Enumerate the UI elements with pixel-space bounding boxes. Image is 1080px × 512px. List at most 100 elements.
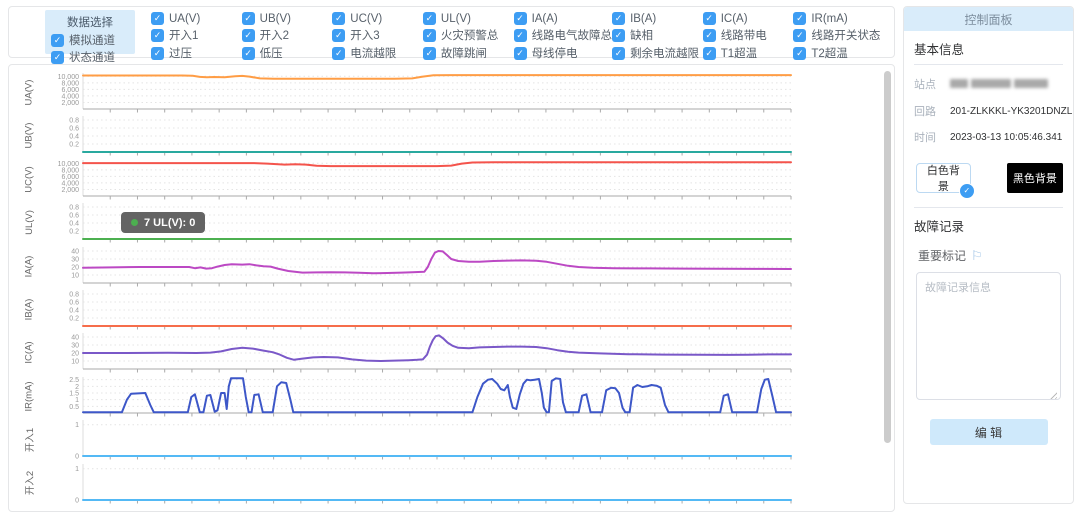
checkbox-label: 线路带电 (720, 30, 767, 42)
data-select-toolbar: 数据选择 ✓ 模拟通道 ✓ 状态通道 ✓ UA(V) ✓ 开入1 ✓ 过压 ✓ UB(V) ✓ 开入2 ✓… (8, 6, 895, 64)
checkbox-UB(V)[interactable]: ✓ UB(V) (241, 12, 333, 25)
checkbox-低压[interactable]: ✓ 低压 (241, 45, 333, 61)
chart-row-IC: IC(A) 40 30 20 10 (17, 331, 894, 374)
checkbox-IR(mA)[interactable]: ✓ IR(mA) (793, 12, 884, 25)
chart-plot-KAI1[interactable]: 10 (41, 418, 801, 461)
chart-row-UB: UB(V) 0.8 0.6 0.4 0.2 (17, 114, 894, 157)
svg-text:20: 20 (71, 351, 79, 358)
checkbox-column: ✓ IB(A) ✓ 缺相 ✓ 剩余电流越限 (612, 11, 703, 60)
checkbox-火灾预警总[interactable]: ✓ 火灾预警总 (422, 27, 514, 43)
checkbox-label: T1超温 (720, 48, 758, 60)
svg-text:6,000: 6,000 (61, 174, 79, 181)
checkbox-线路开关状态[interactable]: ✓ 线路开关状态 (793, 27, 884, 43)
chart-plot-IR[interactable]: 2.521.510.5 (41, 375, 801, 418)
checkbox-label: 故障跳闸 (440, 48, 487, 60)
svg-text:0.6: 0.6 (69, 126, 79, 133)
checkbox-IC(A)[interactable]: ✓ IC(A) (702, 12, 794, 25)
checkbox-column: ✓ IC(A) ✓ 线路带电 ✓ T1超温 (702, 11, 794, 60)
svg-text:30: 30 (71, 343, 79, 350)
checkbox-checked-icon: ✓ (151, 28, 164, 42)
chart-plot-KAI2[interactable]: 10 (41, 462, 801, 505)
important-mark-row[interactable]: 重要标记 ⚐ (918, 247, 1063, 264)
checkbox-开入3[interactable]: ✓ 开入3 (332, 27, 423, 43)
checkbox-label: 模拟通道 (69, 35, 115, 47)
data-select-legend: 数据选择 ✓ 模拟通道 ✓ 状态通道 (45, 10, 135, 64)
checkbox-label: 线路电气故障总 (531, 30, 613, 42)
edit-button[interactable]: 编 辑 (929, 419, 1048, 445)
info-value: 2023-03-13 10:05:46.341 (950, 131, 1063, 143)
svg-text:2,000: 2,000 (61, 100, 79, 107)
white-background-button[interactable]: 白色背景 ✓ (916, 163, 975, 199)
info-label: 回路 (914, 106, 936, 118)
checkbox-电流越限[interactable]: ✓ 电流越限 (332, 45, 423, 61)
svg-text:6,000: 6,000 (61, 87, 79, 94)
checkbox-label: 剩余电流越限 (630, 48, 700, 60)
checkbox-缺相[interactable]: ✓ 缺相 (612, 27, 703, 43)
checkbox-label: IC(A) (720, 12, 748, 25)
checkbox-模拟通道[interactable]: ✓ 模拟通道 (51, 32, 129, 48)
chart-row-IA: IA(A) 40 30 20 10 (17, 245, 894, 288)
checkbox-过压[interactable]: ✓ 过压 (151, 45, 242, 61)
checkbox-UA(V)[interactable]: ✓ UA(V) (151, 12, 242, 25)
checkbox-开入1[interactable]: ✓ 开入1 (151, 27, 242, 43)
checkbox-label: 开入1 (169, 30, 199, 42)
chart-ylabel-UB: UB(V) (23, 122, 35, 149)
checkbox-UC(V)[interactable]: ✓ UC(V) (332, 12, 423, 25)
checkbox-label: 低压 (259, 48, 283, 60)
resize-grip-icon[interactable] (1048, 390, 1057, 399)
checkbox-label: UB(V) (259, 12, 291, 25)
svg-text:1.5: 1.5 (69, 390, 79, 397)
fault-record-textarea[interactable] (916, 272, 1061, 400)
checkbox-label: IB(A) (630, 12, 657, 25)
checkbox-T1超温[interactable]: ✓ T1超温 (702, 45, 794, 61)
svg-text:0.2: 0.2 (69, 142, 79, 149)
checkbox-IA(A)[interactable]: ✓ IA(A) (513, 12, 613, 25)
checkbox-checked-icon: ✓ (51, 33, 64, 47)
checkbox-状态通道[interactable]: ✓ 状态通道 (51, 49, 129, 65)
checkbox-checked-icon: ✓ (332, 12, 346, 25)
fault-record-section: 故障记录 重要标记 ⚐ 编 辑 (914, 207, 1063, 445)
checkbox-IB(A)[interactable]: ✓ IB(A) (612, 12, 703, 25)
svg-text:0.6: 0.6 (69, 213, 79, 220)
fault-textarea-wrap (916, 272, 1061, 405)
checkbox-剩余电流越限[interactable]: ✓ 剩余电流越限 (612, 45, 703, 61)
svg-text:10,000: 10,000 (58, 161, 80, 168)
checkbox-label: 状态通道 (69, 52, 115, 64)
svg-text:40: 40 (71, 335, 79, 342)
svg-text:0: 0 (75, 454, 79, 461)
chart-plot-UB[interactable]: 0.80.60.40.2 (41, 114, 801, 157)
checkbox-开入2[interactable]: ✓ 开入2 (241, 27, 333, 43)
checkbox-checked-icon: ✓ (702, 28, 716, 42)
checkbox-母线停电[interactable]: ✓ 母线停电 (513, 45, 613, 61)
checkbox-故障跳闸[interactable]: ✓ 故障跳闸 (422, 45, 514, 61)
info-value: 201-ZLKKKL-YK3201DNZL (950, 105, 1073, 117)
selected-check-icon: ✓ (958, 183, 975, 199)
black-background-label: 黑色背景 (1012, 173, 1057, 185)
checkbox-label: 开入3 (350, 30, 380, 42)
checkbox-UL(V)[interactable]: ✓ UL(V) (422, 12, 514, 25)
svg-text:2.5: 2.5 (69, 377, 79, 384)
checkbox-线路电气故障总[interactable]: ✓ 线路电气故障总 (513, 27, 613, 43)
chart-plot-IB[interactable]: 0.80.60.40.2 (41, 288, 801, 331)
svg-text:40: 40 (71, 248, 79, 255)
checkbox-checked-icon: ✓ (513, 46, 527, 60)
black-background-button[interactable]: 黑色背景 (1006, 163, 1063, 193)
svg-text:0: 0 (75, 497, 79, 504)
checkbox-column: ✓ UL(V) ✓ 火灾预警总 ✓ 故障跳闸 (422, 11, 514, 60)
white-background-label: 白色背景 (926, 165, 960, 193)
svg-text:4,000: 4,000 (61, 93, 79, 100)
vertical-scrollbar[interactable] (884, 71, 891, 443)
checkbox-线路带电[interactable]: ✓ 线路带电 (702, 27, 794, 43)
checkbox-label: IR(mA) (811, 12, 848, 25)
checkbox-checked-icon: ✓ (151, 12, 164, 25)
background-buttons: 白色背景 ✓ 黑色背景 (916, 163, 1063, 199)
svg-text:10: 10 (71, 359, 79, 366)
checkbox-checked-icon: ✓ (702, 46, 716, 60)
checkbox-T2超温[interactable]: ✓ T2超温 (793, 45, 884, 61)
checkbox-checked-icon: ✓ (612, 46, 626, 60)
checkbox-label: T2超温 (811, 48, 848, 60)
